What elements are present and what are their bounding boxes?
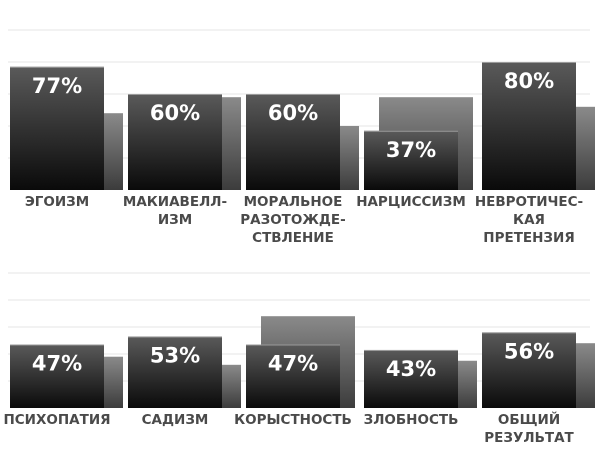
bar-value-label: 60% [150, 101, 200, 125]
bar-value-label: 80% [504, 69, 554, 93]
bar-secondary [219, 364, 241, 408]
bar-secondary [455, 360, 477, 408]
bar-primary [364, 349, 458, 408]
bar-value-label: 60% [268, 101, 318, 125]
category-label: КОРЫСТНОСТЬ [234, 412, 352, 428]
category-label: ПСИХОПАТИЯ [3, 412, 111, 428]
bar-secondary [573, 343, 595, 408]
bar-primary [246, 94, 340, 190]
category-label: ЭГОИЗМ [24, 194, 90, 210]
bars [10, 62, 595, 408]
category-label: ОБЩИЙ РЕЗУЛЬТАТ [484, 412, 574, 446]
bar-primary [10, 66, 104, 190]
bar-primary [10, 344, 104, 408]
bar-primary [246, 344, 340, 408]
bar-secondary [101, 356, 123, 408]
bar-secondary [573, 106, 595, 190]
category-label: МОРАЛЬНОЕ РАЗОТОЖДЕ- СТВЛЕНИЕ [240, 194, 346, 246]
bar-value-label: 43% [386, 357, 436, 381]
bar-value-label: 47% [268, 352, 318, 376]
category-label: НАРЦИССИЗМ [356, 194, 466, 210]
bar-value-label: 47% [32, 352, 82, 376]
bar-primary [128, 336, 222, 408]
category-label: НЕВРОТИЧЕС- КАЯ ПРЕТЕНЗИЯ [474, 194, 584, 246]
category-label: САДИЗМ [141, 412, 209, 428]
bar-value-label: 53% [150, 343, 200, 367]
bar-secondary [101, 113, 123, 190]
bar-value-label: 37% [386, 138, 436, 162]
bar-primary [482, 62, 576, 190]
value-labels: 77% 60% 60% 37% 80% 47% 53% 47% 43% 56% [32, 69, 554, 381]
bar-primary [364, 130, 458, 190]
bar-secondary [219, 97, 241, 190]
bar-value-label: 77% [32, 74, 82, 98]
bar-primary [128, 94, 222, 190]
category-label: ЗЛОБНОСТЬ [363, 412, 459, 428]
bar-secondary [337, 126, 359, 190]
bar-primary [482, 332, 576, 408]
bar-value-label: 56% [504, 339, 554, 363]
category-label: МАКИАВЕЛЛ- ИЗМ [122, 194, 228, 228]
